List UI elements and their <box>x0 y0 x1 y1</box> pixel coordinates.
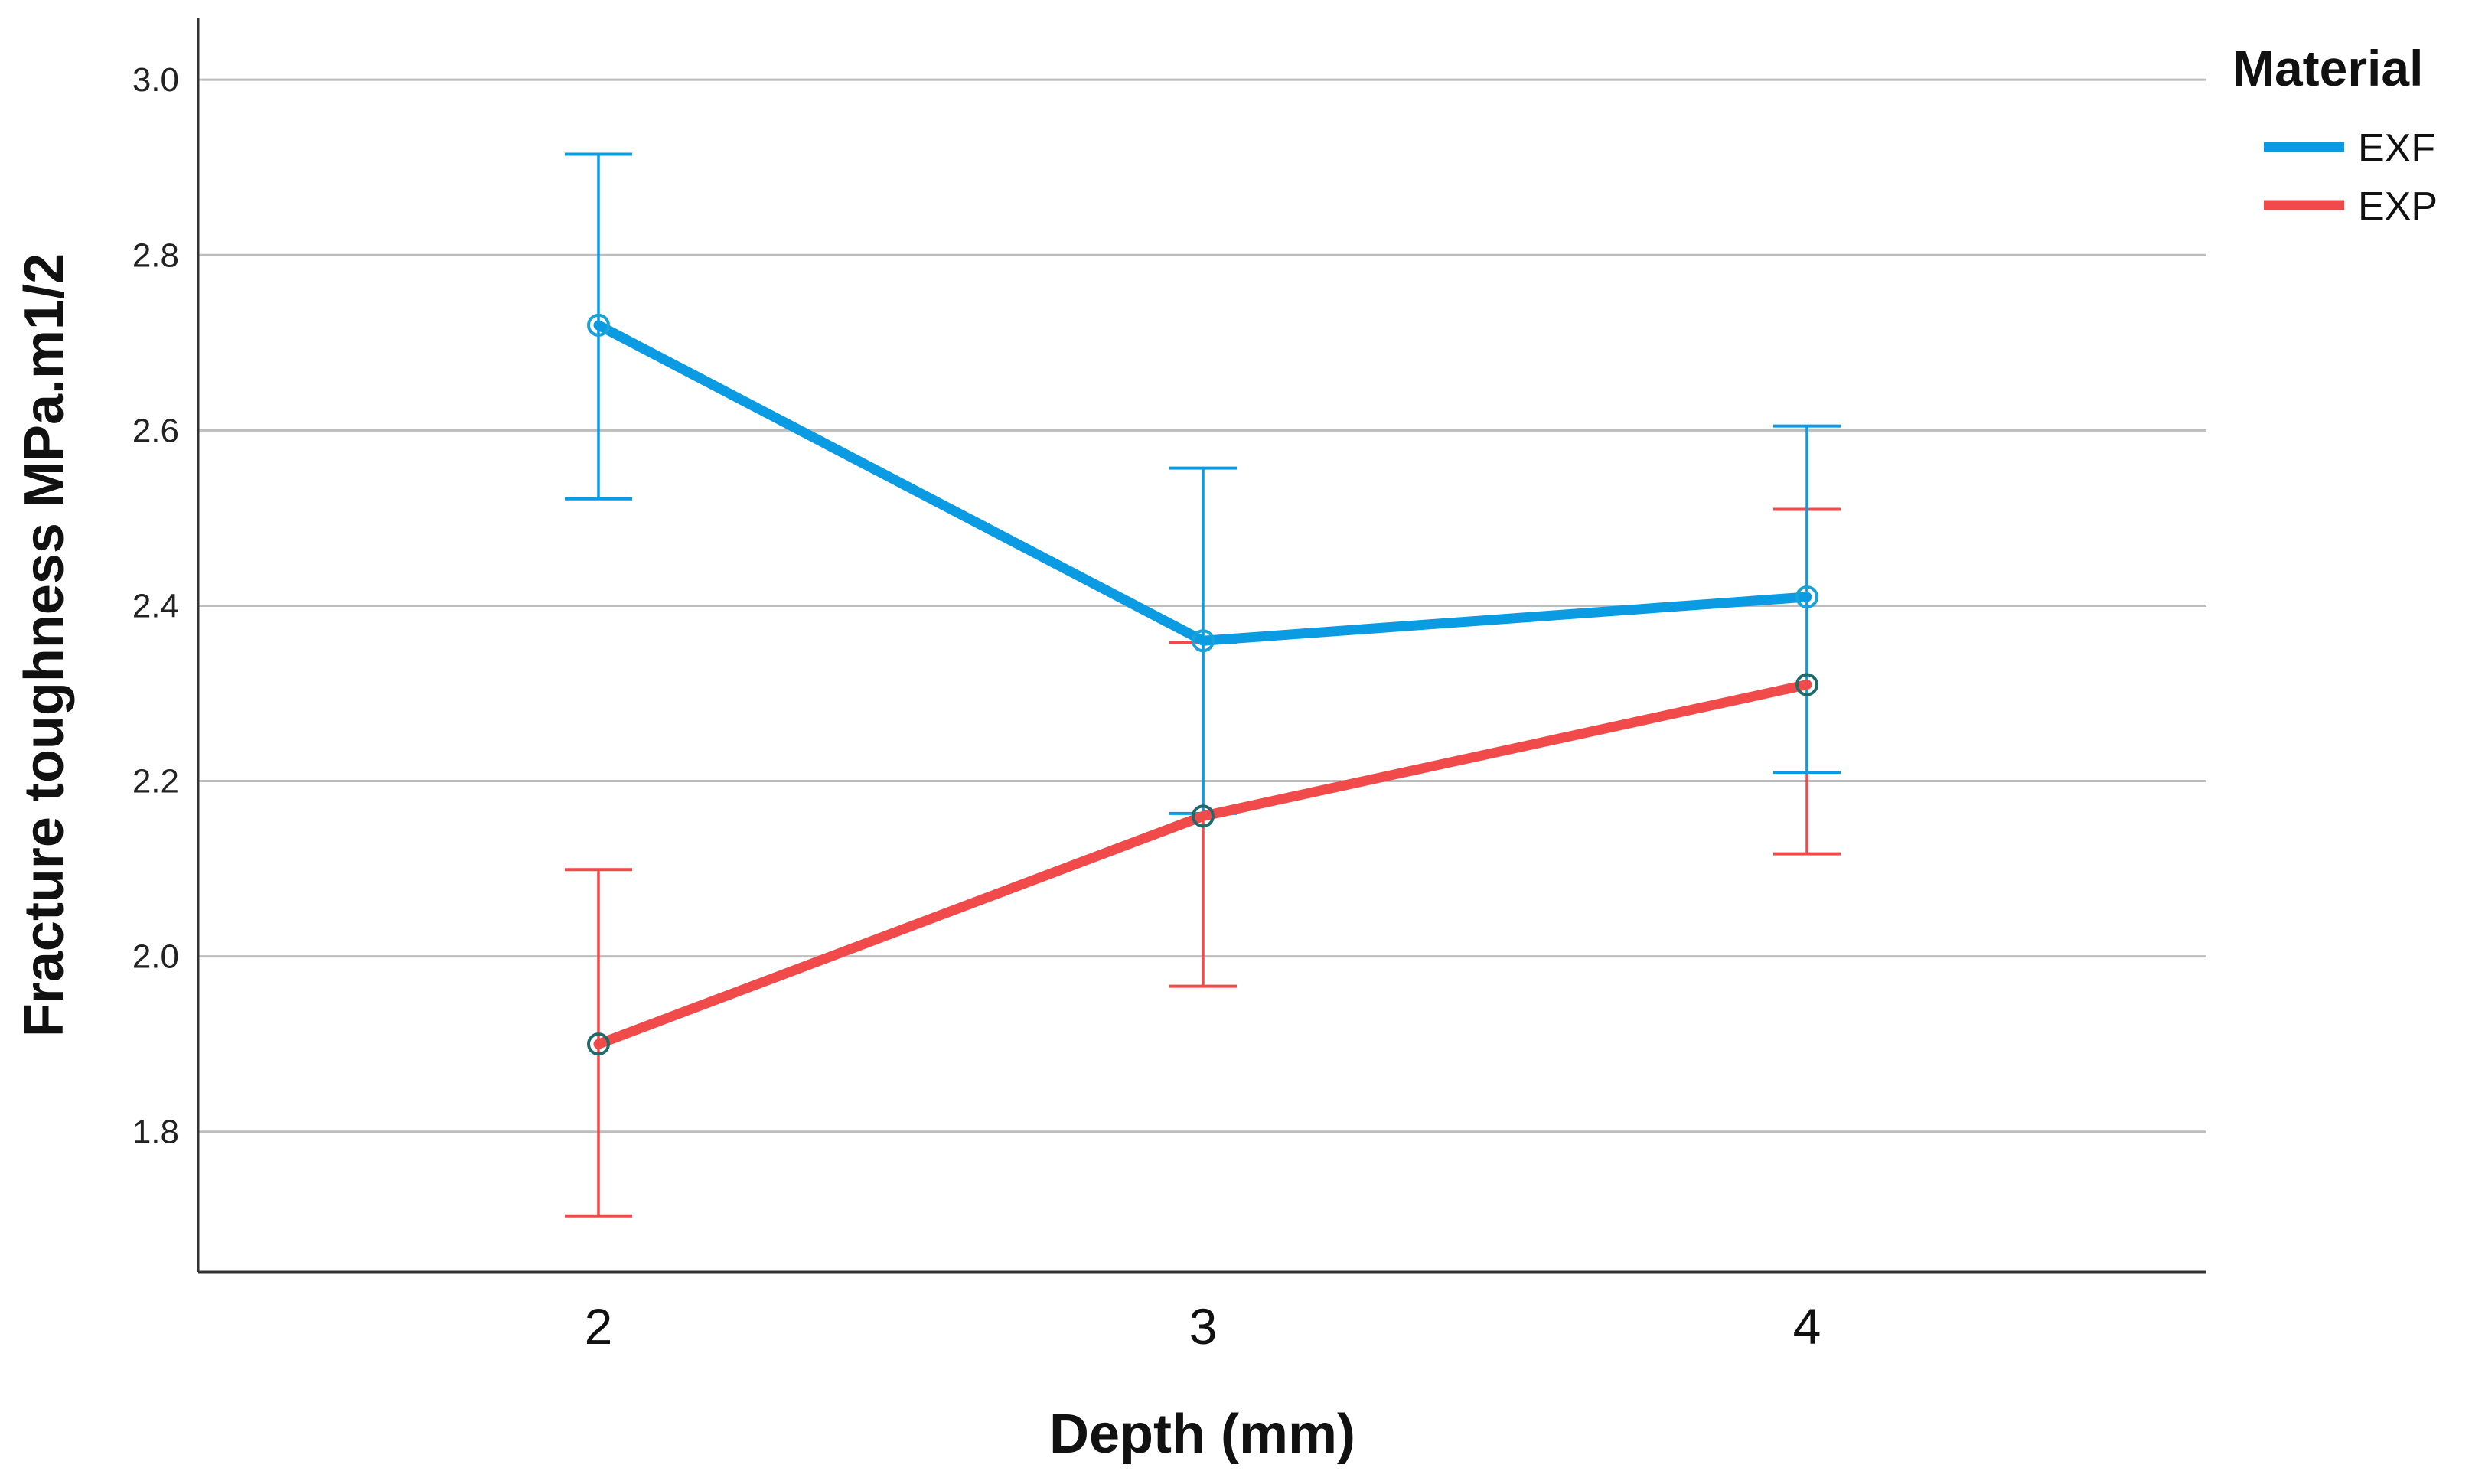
axes <box>197 18 2206 1274</box>
x-tick-label: 4 <box>1793 1298 1821 1355</box>
legend-label-exf: EXF <box>2358 126 2435 171</box>
y-tick-label: 3.0 <box>132 61 179 99</box>
y-tick-labels: 1.8 2.0 2.2 2.4 2.6 2.8 3.0 <box>132 61 179 1151</box>
y-tick-label: 2.6 <box>132 412 179 449</box>
series-line-exf <box>593 320 1812 646</box>
y-tick-label: 2.8 <box>132 236 179 274</box>
y-tick-label: 1.8 <box>132 1114 179 1151</box>
legend-label-exp: EXP <box>2358 184 2438 229</box>
data-point <box>1192 629 1215 653</box>
y-axis-title: Fracture toughness MPa.m1/2 <box>14 253 75 1037</box>
data-point <box>587 1032 610 1056</box>
series-line-exp <box>593 680 1812 1049</box>
x-tick-label: 2 <box>585 1298 613 1355</box>
data-point <box>1795 585 1818 608</box>
legend: Material EXF EXP <box>2232 40 2438 229</box>
series-lines <box>593 320 1812 1049</box>
x-axis-title: Depth (mm) <box>1049 1404 1355 1465</box>
x-tick-labels: 2 3 4 <box>585 1298 1821 1355</box>
y-tick-label: 2.0 <box>132 938 179 976</box>
legend-items: EXF EXP <box>2264 126 2438 229</box>
y-tick-label: 2.2 <box>132 763 179 801</box>
x-tick-label: 3 <box>1189 1298 1218 1355</box>
data-point <box>1192 804 1215 828</box>
data-point <box>587 313 610 337</box>
data-point <box>1795 673 1818 696</box>
y-tick-label: 2.4 <box>132 587 179 625</box>
legend-title: Material <box>2232 40 2423 96</box>
data-points <box>587 313 1818 1056</box>
error-bars <box>565 152 1841 1218</box>
